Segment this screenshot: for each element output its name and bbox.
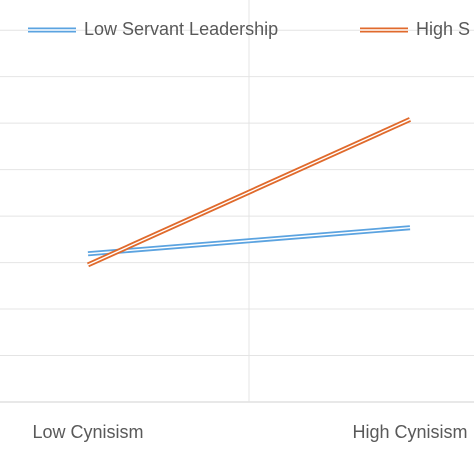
x-tick-label: High Cynisism: [352, 422, 467, 442]
series-line-highlight: [87, 227, 411, 255]
series-line-highlight: [87, 118, 411, 266]
x-tick-label: Low Cynisism: [32, 422, 143, 442]
legend-label: High S: [416, 19, 470, 39]
legend-label: Low Servant Leadership: [84, 19, 278, 39]
